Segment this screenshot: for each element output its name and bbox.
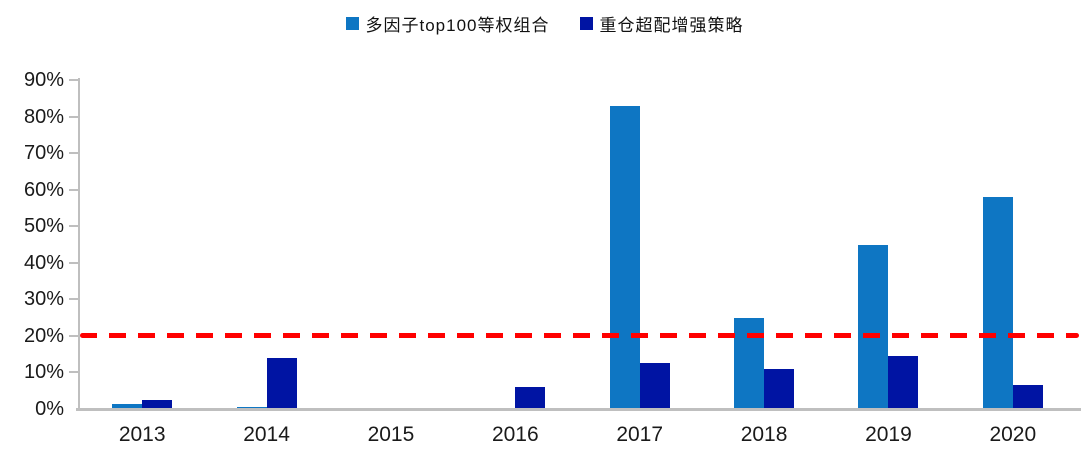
bar-series-2-2017 [639,363,670,408]
x-axis-label: 2019 [865,423,912,446]
x-axis-line [76,408,1081,411]
legend-label-series-2: 重仓超配增强策略 [599,16,744,35]
x-axis-label: 2017 [616,423,664,446]
bar-series-1-2018 [734,317,765,408]
reference-line-20pct [80,333,1079,339]
y-axis-tick [69,79,78,81]
bar-series-2-2013 [142,399,173,408]
x-axis-label: 2018 [740,423,788,446]
bar-series-1-2019 [858,244,889,408]
x-axis-label: 2013 [118,423,166,446]
y-axis-tick [69,225,78,228]
y-axis-label: 80% [23,105,64,128]
y-axis-label: 0% [35,398,64,420]
x-axis-label: 2020 [989,423,1037,446]
bar-series-1-2013 [112,403,143,408]
y-axis-label: 90% [23,69,64,91]
x-axis-label: 2016 [491,423,539,446]
y-axis-label: 20% [23,324,64,347]
y-axis-tick [69,261,78,264]
y-axis-label: 50% [23,215,64,238]
legend-swatch-series-1-icon [345,17,359,30]
bar-series-2-2018 [764,368,795,408]
bar-series-1-2017 [609,105,640,408]
bar-series-1-2020 [982,196,1013,408]
y-axis-tick [69,371,78,374]
y-axis-line [78,78,80,409]
y-axis-label: 70% [23,142,64,165]
bar-series-2-2020 [1012,385,1043,408]
x-axis-label: 2014 [243,423,290,446]
legend-label-series-1: 多因子top100等权组合 [365,16,550,35]
y-axis-tick [69,334,78,337]
bar-series-2-2016 [515,387,546,408]
bar-series-1-2014 [236,407,267,408]
y-axis-label: 10% [23,361,64,384]
legend-item-series-2: 重仓超配增强策略 [579,11,744,36]
y-axis-tick [69,115,78,118]
y-axis-label: 30% [23,288,64,311]
chart-legend: 多因子top100等权组合 重仓超配增强策略 [0,11,1089,36]
y-axis-tick [69,298,78,301]
y-axis-tick [69,152,78,155]
y-axis-label: 60% [23,178,64,201]
y-axis-label: 40% [23,251,64,274]
bar-series-2-2019 [888,355,919,408]
bar-series-2-2014 [266,357,297,408]
legend-swatch-series-2-icon [579,17,593,30]
y-axis-tick [69,188,78,191]
legend-item-series-1: 多因子top100等权组合 [345,11,550,36]
x-axis-label: 2015 [367,423,415,446]
